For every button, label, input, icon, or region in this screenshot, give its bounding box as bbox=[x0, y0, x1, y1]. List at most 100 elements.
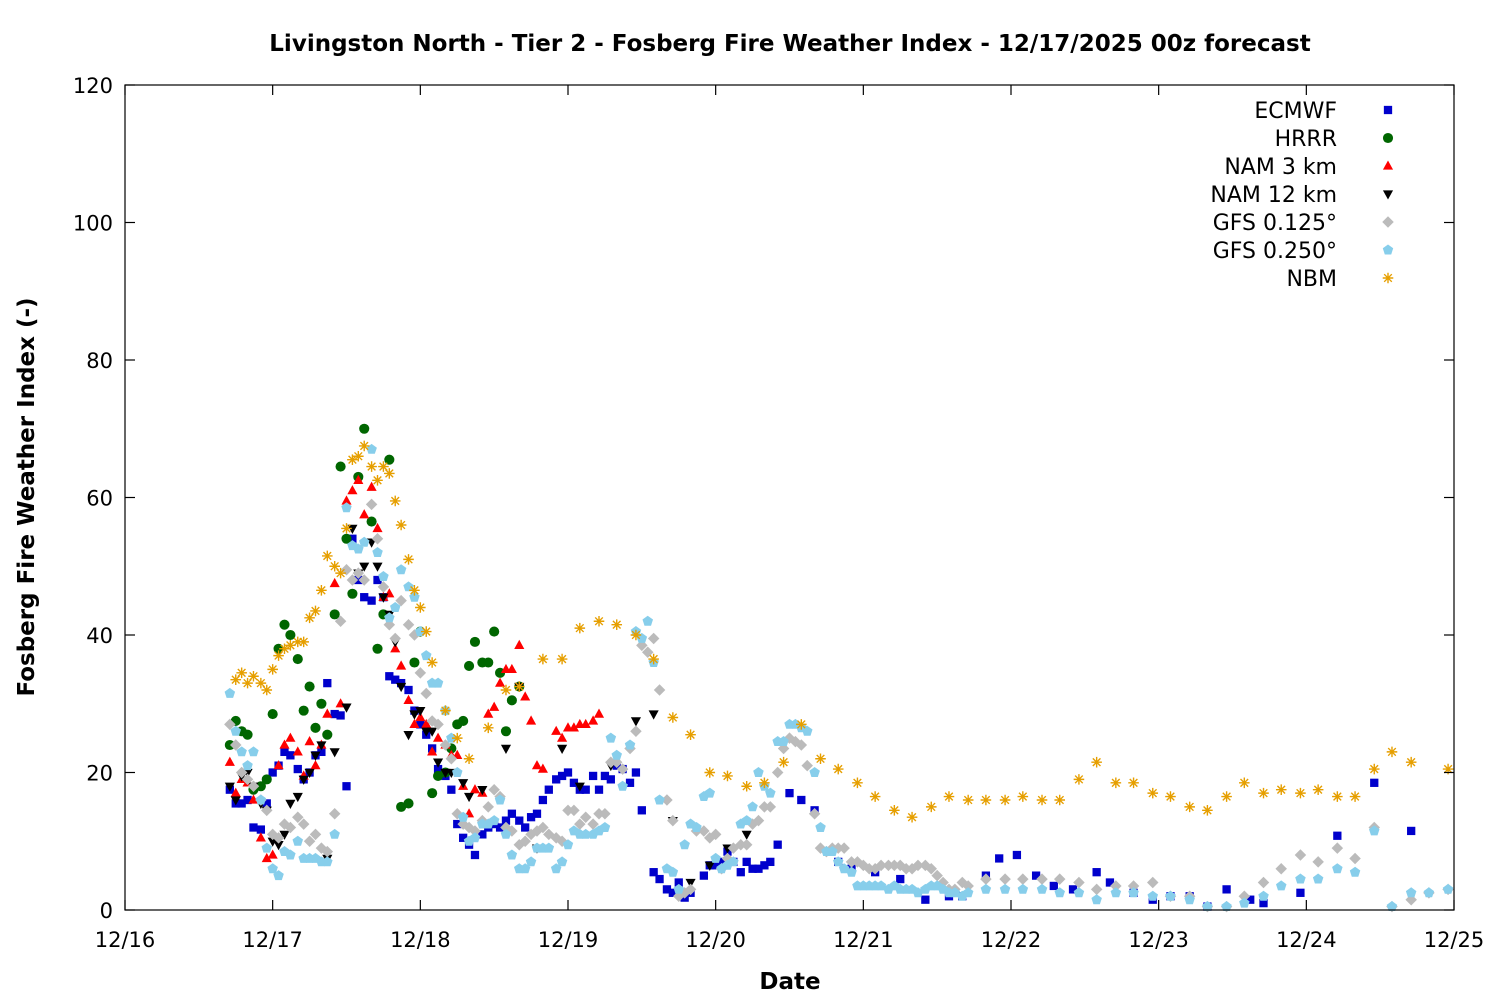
point-ecmwf bbox=[797, 795, 806, 805]
point-nam-12-km bbox=[304, 768, 315, 779]
point-hrrr bbox=[469, 636, 481, 647]
point-ecmwf bbox=[478, 830, 487, 839]
point-nam-3-km bbox=[347, 485, 358, 495]
point-ecmwf bbox=[748, 864, 757, 873]
point-nbm bbox=[925, 801, 937, 813]
point-nbm bbox=[420, 626, 432, 637]
point-nam-12-km bbox=[224, 782, 235, 792]
point-hrrr bbox=[489, 626, 500, 637]
series-gfs-0-250 bbox=[224, 443, 1454, 911]
point-ecmwf bbox=[515, 816, 524, 825]
point-gfs-0-125 bbox=[1110, 880, 1122, 892]
point-gfs-0-125 bbox=[882, 859, 895, 872]
point-hrrr bbox=[341, 533, 352, 544]
legend-marker-gfs-0-125 bbox=[1382, 216, 1394, 228]
point-ecmwf bbox=[391, 675, 400, 684]
point-nam-12-km bbox=[477, 786, 488, 796]
legend-label-gfs-0-250: GFS 0.250° bbox=[1213, 239, 1337, 264]
point-nbm bbox=[440, 705, 451, 716]
point-ecmwf bbox=[1259, 898, 1268, 908]
point-nam-3-km bbox=[261, 852, 272, 863]
point-gfs-0-250 bbox=[1054, 887, 1065, 898]
point-nbm bbox=[451, 732, 463, 744]
point-gfs-0-125 bbox=[568, 804, 580, 817]
point-ecmwf bbox=[470, 850, 480, 860]
point-gfs-0-250 bbox=[292, 835, 303, 846]
point-ecmwf bbox=[711, 861, 720, 870]
point-gfs-0-250 bbox=[673, 883, 684, 894]
point-ecmwf bbox=[360, 593, 369, 602]
x-tick-label: 12/23 bbox=[1128, 928, 1189, 952]
point-gfs-0-125 bbox=[752, 814, 765, 827]
point-gfs-0-250 bbox=[710, 852, 721, 863]
point-hrrr bbox=[322, 729, 333, 740]
point-gfs-0-250 bbox=[778, 736, 789, 746]
point-ecmwf bbox=[243, 795, 252, 805]
point-gfs-0-250 bbox=[679, 839, 690, 850]
point-gfs-0-250 bbox=[1349, 866, 1361, 877]
point-nam-3-km bbox=[372, 522, 383, 533]
point-hrrr bbox=[427, 788, 438, 799]
point-nbm bbox=[304, 612, 315, 624]
point-nam-3-km bbox=[341, 495, 352, 505]
point-hrrr bbox=[242, 729, 253, 740]
point-gfs-0-125 bbox=[272, 832, 285, 844]
x-tick-label: 12/18 bbox=[390, 928, 451, 952]
point-ecmwf bbox=[532, 809, 542, 818]
point-gfs-0-250 bbox=[691, 822, 702, 832]
point-ecmwf bbox=[1296, 888, 1305, 897]
point-gfs-0-125 bbox=[297, 818, 310, 830]
point-ecmwf bbox=[526, 813, 536, 822]
point-ecmwf bbox=[348, 534, 357, 543]
point-nbm bbox=[574, 622, 586, 634]
point-nam-12-km bbox=[359, 562, 370, 572]
point-gfs-0-250 bbox=[1017, 883, 1029, 894]
point-gfs-0-250 bbox=[409, 591, 420, 602]
point-hrrr bbox=[500, 726, 512, 737]
point-gfs-0-125 bbox=[647, 632, 660, 645]
legend-label-nam-3-km: NAM 3 km bbox=[1224, 155, 1337, 180]
point-ecmwf bbox=[323, 678, 332, 688]
point-nbm bbox=[372, 475, 383, 486]
legend-marker-nam-12-km bbox=[1382, 190, 1394, 200]
y-tick-label: 100 bbox=[73, 212, 113, 236]
y-tick-label: 20 bbox=[86, 762, 113, 786]
point-gfs-0-125 bbox=[593, 808, 605, 820]
point-nbm bbox=[1295, 787, 1306, 799]
point-hrrr bbox=[458, 715, 469, 726]
point-gfs-0-125 bbox=[303, 835, 316, 847]
point-nam-12-km bbox=[298, 775, 309, 785]
point-nbm bbox=[463, 753, 475, 765]
point-nbm bbox=[1110, 777, 1122, 789]
point-nbm bbox=[832, 763, 844, 775]
point-gfs-0-125 bbox=[1053, 873, 1066, 885]
point-hrrr bbox=[335, 461, 346, 472]
point-gfs-0-250 bbox=[1147, 890, 1158, 901]
point-gfs-0-250 bbox=[273, 870, 284, 881]
point-ecmwf bbox=[655, 874, 664, 884]
point-nbm bbox=[796, 719, 807, 730]
point-nam-12-km bbox=[500, 744, 512, 754]
point-gfs-0-125 bbox=[962, 880, 974, 892]
point-gfs-0-125 bbox=[1127, 880, 1140, 892]
point-gfs-0-125 bbox=[230, 739, 242, 751]
point-gfs-0-125 bbox=[389, 632, 401, 645]
point-nam-3-km bbox=[495, 677, 506, 687]
x-tick-label: 12/17 bbox=[242, 928, 303, 952]
point-ecmwf bbox=[385, 672, 394, 681]
point-nbm bbox=[403, 554, 414, 565]
point-gfs-0-125 bbox=[377, 581, 390, 593]
point-ecmwf bbox=[785, 788, 794, 798]
point-ecmwf bbox=[521, 823, 530, 832]
point-nam-3-km bbox=[489, 701, 500, 711]
point-gfs-0-125 bbox=[684, 883, 697, 896]
point-gfs-0-250 bbox=[378, 571, 389, 581]
point-gfs-0-125 bbox=[653, 684, 666, 696]
point-nam-3-km bbox=[224, 756, 235, 766]
point-nbm bbox=[741, 780, 752, 792]
point-gfs-0-125 bbox=[261, 804, 273, 817]
point-gfs-0-250 bbox=[815, 822, 826, 832]
point-hrrr bbox=[279, 619, 290, 630]
point-ecmwf bbox=[588, 771, 598, 781]
point-nbm bbox=[852, 777, 863, 789]
